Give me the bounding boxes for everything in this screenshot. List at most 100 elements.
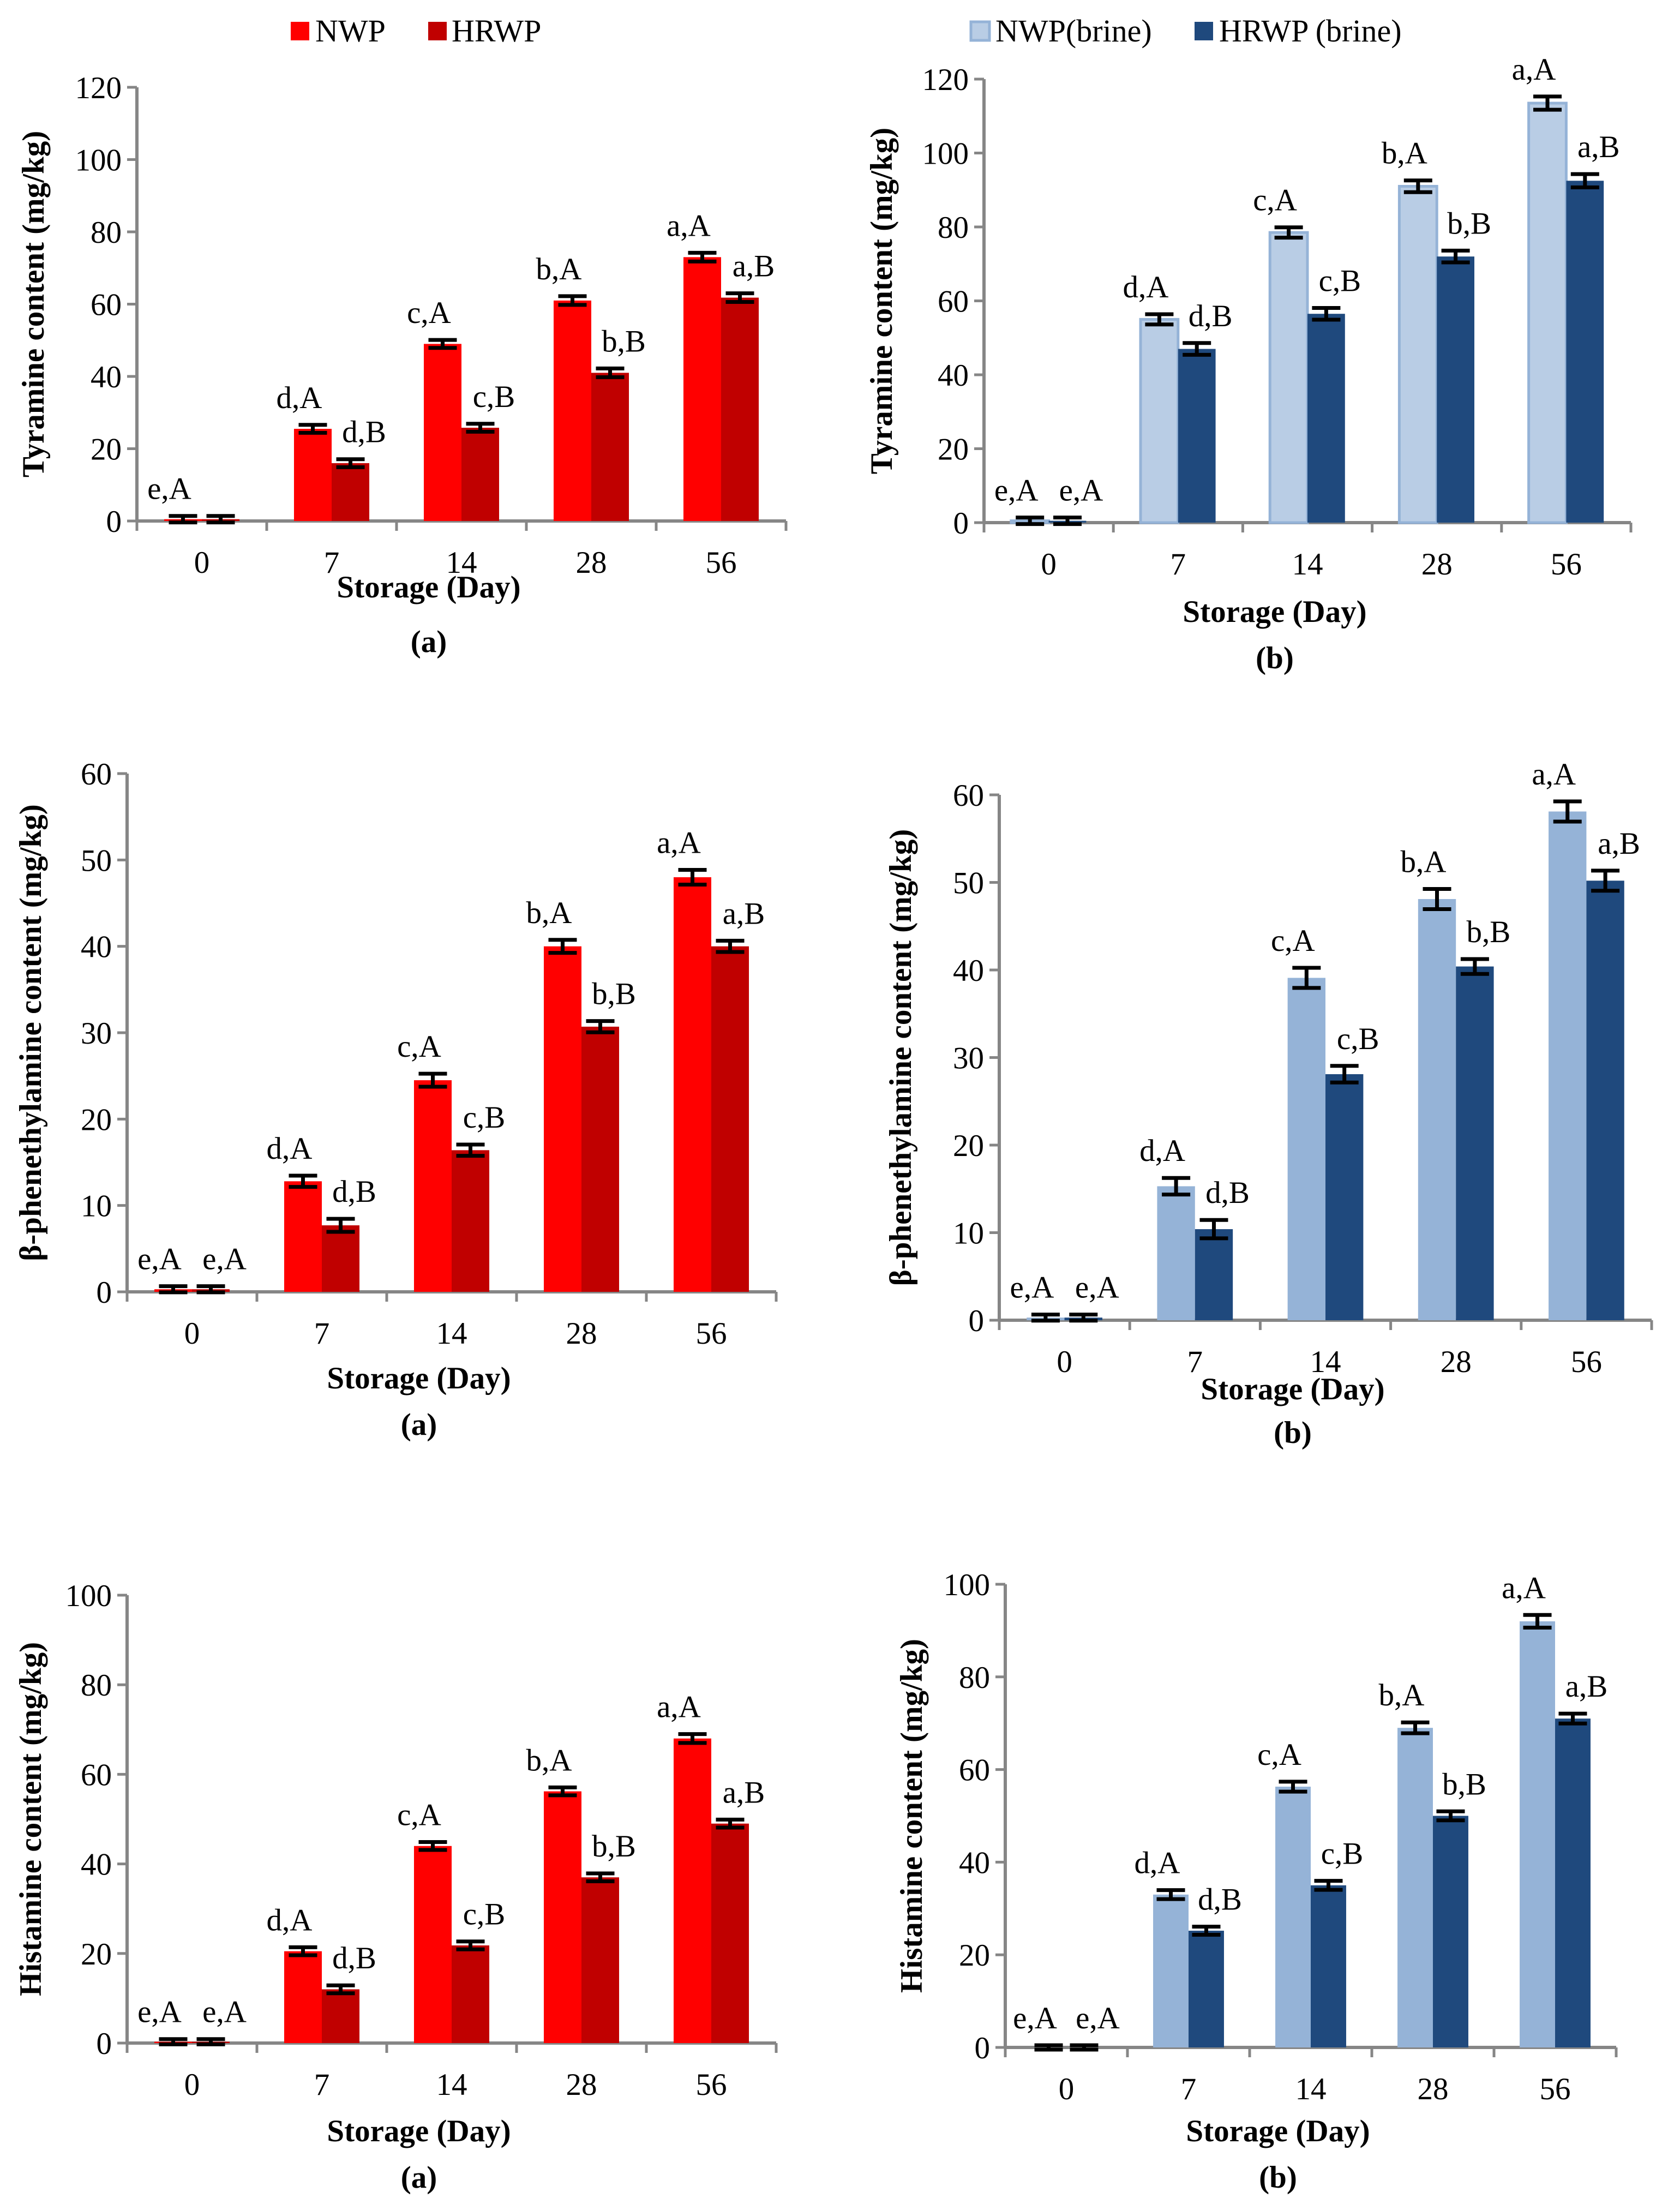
significance-label: a,B: [1598, 826, 1640, 861]
x-tick-label: 28: [1441, 1345, 1472, 1379]
bar-hrwp-day-56: [711, 946, 749, 1292]
significance-label: b,B: [1442, 1767, 1486, 1801]
significance-label: e,A: [1010, 1271, 1054, 1305]
error-bar: [1162, 1176, 1191, 1197]
bar-nwp-day-14: [413, 1080, 452, 1292]
significance-label: d,A: [1135, 1846, 1180, 1880]
x-tick-label: 56: [696, 1316, 727, 1351]
bar-hrwp-brine--day-56: [1586, 881, 1624, 1320]
y-tick-label: 60: [959, 1753, 990, 1788]
x-tick-label: 7: [324, 546, 340, 580]
y-tick-label: 120: [922, 63, 969, 97]
legend-swatch-hrwp-brine: [1195, 22, 1213, 40]
legend-label-nwp: NWP: [315, 13, 386, 49]
error-bar: [678, 868, 707, 887]
error-bar: [1069, 1313, 1098, 1323]
x-tick-label: 28: [1418, 2072, 1449, 2106]
bar-nwp-brine--day-7: [1157, 1186, 1195, 1320]
bar-hrwp-day-14: [461, 428, 500, 521]
y-tick-label: 0: [97, 2027, 112, 2061]
significance-label: e,A: [994, 474, 1039, 508]
significance-label: a,B: [733, 249, 775, 284]
error-bar: [169, 514, 197, 525]
significance-label: c,B: [463, 1100, 506, 1135]
significance-label: e,A: [137, 1242, 182, 1277]
bar-hrwp-day-56: [711, 1823, 749, 2043]
error-bar: [1436, 1809, 1465, 1823]
significance-label: c,B: [463, 1897, 506, 1932]
error-bar: [716, 938, 745, 954]
x-tick-label: 14: [436, 2068, 467, 2102]
significance-label: b,A: [536, 252, 582, 286]
significance-label: e,A: [1013, 2001, 1057, 2035]
x-tick-label: 14: [446, 546, 477, 580]
y-tick-label: 50: [953, 866, 984, 901]
y-tick-label: 50: [81, 843, 112, 878]
x-tick-label: 28: [566, 1316, 597, 1351]
bar-hrwp-brine--day-14: [1325, 1074, 1364, 1320]
significance-label: a,B: [1565, 1669, 1608, 1704]
error-bar: [1031, 1313, 1060, 1323]
x-tick-label: 28: [566, 2068, 597, 2102]
y-tick-label: 0: [97, 1275, 112, 1310]
significance-label: e,A: [1059, 474, 1103, 508]
legend-label-hrwp-brine: HRWP (brine): [1219, 13, 1402, 49]
panel-label: (b): [1256, 641, 1294, 675]
panel-label: (a): [401, 1408, 437, 1442]
y-tick-label: 20: [81, 1937, 112, 1972]
error-bar: [456, 1939, 485, 1951]
error-bar: [1330, 1064, 1359, 1085]
x-axis-title: Storage (Day): [337, 570, 520, 604]
y-tick-label: 40: [959, 1846, 990, 1880]
error-bar: [1156, 1888, 1185, 1901]
y-tick-label: 40: [81, 1848, 112, 1882]
error-bar: [688, 250, 717, 263]
bar-hrwp-day-7: [322, 1225, 360, 1292]
bar-hrwp-brine--day-7: [1195, 1229, 1233, 1320]
error-bar: [1274, 225, 1303, 240]
error-bar: [678, 1732, 707, 1745]
error-bar: [1533, 94, 1562, 112]
y-tick-label: 30: [81, 1016, 112, 1051]
y-tick-label: 40: [91, 360, 122, 394]
significance-label: c,B: [1337, 1022, 1379, 1056]
error-bar: [298, 423, 327, 435]
significance-label: d,B: [1205, 1176, 1250, 1210]
error-bar: [1570, 172, 1599, 189]
significance-label: c,A: [1257, 1738, 1301, 1772]
x-tick-label: 14: [1292, 547, 1323, 582]
error-bar: [586, 1019, 615, 1034]
bar-nwp-brine--day-56: [1549, 811, 1587, 1320]
x-axis-title: Storage (Day): [1186, 2114, 1370, 2148]
bar-nwp-brine--day-14: [1268, 231, 1309, 524]
y-axis-title: β-phenethylamine content (mg/kg): [14, 804, 48, 1261]
error-bar: [1016, 516, 1045, 526]
significance-label: d,A: [1139, 1134, 1185, 1168]
y-tick-label: 0: [969, 1304, 985, 1338]
bar-hrwp-day-56: [721, 297, 759, 521]
y-tick-label: 60: [81, 1758, 112, 1792]
panel-label: (a): [411, 625, 447, 659]
panel-label: (b): [1259, 2160, 1297, 2195]
error-bar: [558, 294, 587, 307]
significance-label: c,A: [397, 1798, 441, 1832]
panel-label: (a): [401, 2160, 437, 2195]
error-bar: [159, 2037, 188, 2046]
y-tick-label: 80: [81, 1668, 112, 1703]
significance-label: b,B: [1466, 915, 1510, 949]
significance-label: e,A: [202, 1242, 247, 1277]
significance-label: d,B: [332, 1175, 376, 1209]
y-tick-label: 100: [65, 1579, 112, 1613]
significance-label: e,A: [1075, 1271, 1119, 1305]
y-tick-label: 100: [922, 137, 969, 171]
significance-label: c,A: [397, 1029, 441, 1064]
bar-nwp-brine--day-28: [1397, 1728, 1433, 2047]
error-bar: [336, 457, 365, 469]
significance-label: d,A: [267, 1131, 313, 1166]
bar-hrwp-day-14: [452, 1945, 490, 2043]
bar-nwp-day-14: [413, 1846, 452, 2043]
error-bar: [725, 291, 754, 304]
error-bar: [596, 366, 625, 379]
y-tick-label: 0: [106, 505, 122, 539]
error-bar: [1312, 306, 1341, 322]
